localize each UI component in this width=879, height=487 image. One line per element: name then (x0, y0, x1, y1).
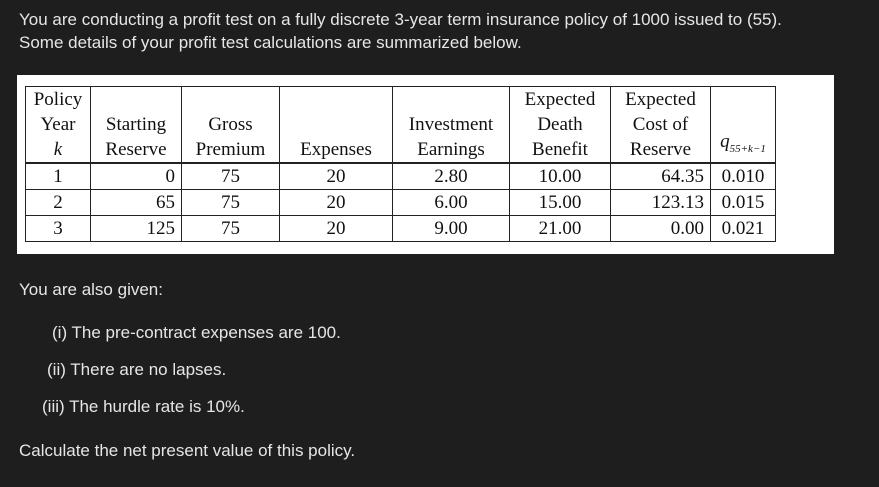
cell-death-benefit: 10.00 (509, 162, 611, 190)
cell-investment-earnings: 9.00 (392, 215, 510, 242)
header-text: k (53, 139, 63, 160)
question-text: Calculate the net present value of this … (19, 441, 356, 460)
cell-expenses: 20 (279, 215, 393, 242)
table-row: 3 125 75 20 9.00 21.00 0.00 0.021 (25, 215, 776, 242)
header-starting-reserve: Starting Reserve (90, 86, 182, 164)
header-text: Premium (195, 139, 266, 160)
cell-investment-earnings: 6.00 (392, 189, 510, 216)
header-text: Policy (33, 89, 83, 110)
cell-q: 0.015 (710, 189, 776, 216)
cell-starting-reserve: 65 (90, 189, 182, 216)
header-text: Gross (208, 114, 253, 135)
cell-starting-reserve: 125 (90, 215, 182, 242)
cell-gross-premium: 75 (181, 215, 280, 242)
header-text: Reserve (629, 139, 692, 160)
cell-q: 0.021 (710, 215, 776, 242)
cell-year: 3 (25, 215, 91, 242)
cell-investment-earnings: 2.80 (392, 162, 510, 190)
given-heading: You are also given: (19, 280, 163, 299)
condition-ii: (ii) There are no lapses. (47, 360, 227, 379)
table-header-row: Policy Year k Starting Reserve Gross Pre… (25, 86, 776, 164)
cell-cost-of-reserve: 123.13 (610, 189, 711, 216)
header-text: Reserve (105, 139, 167, 160)
header-expected-death-benefit: Expected Death Benefit (509, 86, 611, 164)
intro-line-1: You are conducting a profit test on a fu… (19, 10, 782, 29)
header-expenses: Expenses (279, 86, 393, 164)
cell-expenses: 20 (279, 162, 393, 190)
profit-test-table: Policy Year k Starting Reserve Gross Pre… (25, 86, 776, 242)
cell-year: 2 (25, 189, 91, 216)
problem-intro: You are conducting a profit test on a fu… (19, 8, 869, 54)
header-text: Expected (625, 89, 696, 110)
cell-gross-premium: 75 (181, 162, 280, 190)
header-text: Expenses (300, 139, 372, 160)
cell-cost-of-reserve: 64.35 (610, 162, 711, 190)
header-text: Year (40, 114, 76, 135)
table-row: 2 65 75 20 6.00 15.00 123.13 0.015 (25, 189, 776, 216)
cell-year: 1 (25, 162, 91, 190)
header-text: Benefit (532, 139, 588, 160)
table-row: 1 0 75 20 2.80 10.00 64.35 0.010 (25, 162, 776, 190)
header-mortality-rate: q55+k−1 (710, 86, 776, 164)
q-symbol: q (720, 131, 730, 153)
cell-gross-premium: 75 (181, 189, 280, 216)
cell-starting-reserve: 0 (90, 162, 182, 190)
header-text: Death (537, 114, 583, 135)
cell-death-benefit: 15.00 (509, 189, 611, 216)
table-body: 1 0 75 20 2.80 10.00 64.35 0.010 2 65 75… (25, 162, 776, 242)
header-text: Investment (408, 114, 494, 135)
cell-death-benefit: 21.00 (509, 215, 611, 242)
intro-line-2: Some details of your profit test calcula… (19, 33, 522, 52)
header-text: Cost of (632, 114, 689, 135)
condition-iii: (iii) The hurdle rate is 10%. (42, 397, 245, 416)
header-text: Expected (524, 89, 596, 110)
cell-expenses: 20 (279, 189, 393, 216)
header-policy-year: Policy Year k (25, 86, 91, 164)
header-gross-premium: Gross Premium (181, 86, 280, 164)
header-expected-cost-of-reserve: Expected Cost of Reserve (610, 86, 711, 164)
header-investment-earnings: Investment Earnings (392, 86, 510, 164)
cell-q: 0.010 (710, 162, 776, 190)
header-text: Starting (105, 114, 167, 135)
cell-cost-of-reserve: 0.00 (610, 215, 711, 242)
profit-test-table-panel: Policy Year k Starting Reserve Gross Pre… (17, 75, 834, 254)
condition-i: (i) The pre-contract expenses are 100. (52, 323, 341, 342)
q-subscript: 55+k−1 (729, 143, 766, 155)
header-text: Earnings (417, 139, 485, 160)
